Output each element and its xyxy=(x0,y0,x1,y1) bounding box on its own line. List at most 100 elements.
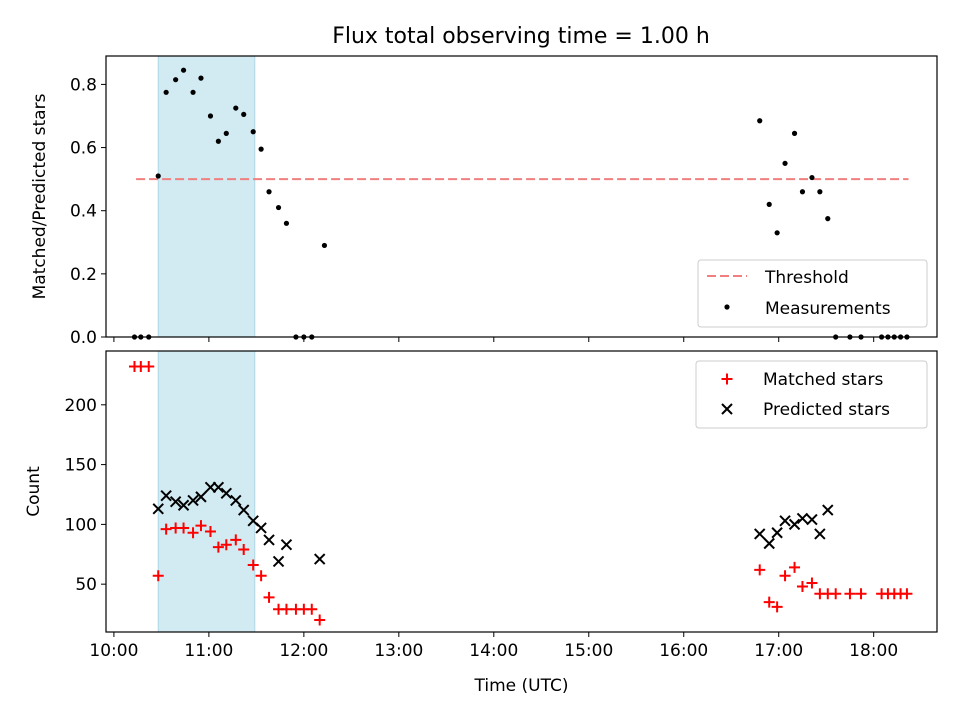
measurement-point xyxy=(207,113,214,119)
predicted-star-point xyxy=(160,489,172,502)
predicted-star-point xyxy=(796,512,809,525)
predicted-star-point xyxy=(806,513,818,526)
y-tick-label: 200 xyxy=(65,396,97,416)
x-tick-label: 15:00 xyxy=(564,641,613,661)
matched-star-point xyxy=(178,522,190,534)
predicted-star-point xyxy=(152,503,164,515)
legend-matched-swatch xyxy=(721,373,733,385)
measurement-point xyxy=(266,189,272,195)
measurement-point xyxy=(215,138,221,144)
predicted-star-point xyxy=(195,491,207,503)
legend-bottom: Matched stars Predicted stars xyxy=(695,360,928,429)
predicted-star-point xyxy=(169,495,182,508)
matched-star-point xyxy=(806,577,818,589)
x-tick-label: 11:00 xyxy=(184,641,233,661)
matched-star-point xyxy=(314,614,326,626)
matched-star-point xyxy=(779,570,791,582)
x-axis-label: Time (UTC) xyxy=(474,676,569,696)
predicted-star-point xyxy=(177,499,190,511)
matched-star-point xyxy=(789,561,801,573)
measurement-point xyxy=(791,130,798,136)
matched-star-point xyxy=(195,520,207,532)
matched-star-point xyxy=(152,570,164,582)
matched-star-point xyxy=(796,581,808,593)
y-tick-label: 0.0 xyxy=(70,328,97,348)
predicted-star-point xyxy=(313,553,326,565)
measurement-point xyxy=(782,160,788,166)
measurement-point xyxy=(757,118,763,124)
predicted-star-point xyxy=(788,518,801,531)
legend-frame xyxy=(695,360,928,429)
predicted-star-point xyxy=(272,555,285,568)
matched-star-point xyxy=(263,591,275,603)
x-tick-label: 12:00 xyxy=(279,641,328,661)
predicted-star-point xyxy=(280,539,293,551)
legend-threshold-label: Threshold xyxy=(764,268,849,288)
x-tick-label: 17:00 xyxy=(754,641,803,661)
measurement-point xyxy=(173,77,179,83)
y-axis-label: Matched/Predicted stars xyxy=(30,93,50,299)
matched-star-point xyxy=(771,601,783,613)
legend-predicted-swatch xyxy=(721,403,733,415)
predicted-star-point xyxy=(263,534,275,546)
matched-star-point xyxy=(220,539,232,551)
measurement-point xyxy=(250,129,256,135)
matched-star-point xyxy=(844,588,856,600)
measurement-point xyxy=(774,230,780,236)
legend-measurements-label: Measurements xyxy=(765,299,891,319)
predicted-star-point xyxy=(754,528,766,540)
legend-frame xyxy=(697,259,928,328)
predicted-star-point xyxy=(230,494,242,507)
matched-star-point xyxy=(255,570,267,582)
matched-star-point xyxy=(160,523,172,535)
matched-star-point xyxy=(855,588,867,600)
y-tick-label: 100 xyxy=(65,515,97,535)
predicted-star-point xyxy=(255,522,267,534)
predicted-star-point xyxy=(763,537,775,550)
y-tick-label: 0.8 xyxy=(70,75,97,95)
legend-measurements-swatch xyxy=(724,304,730,310)
measurement-point xyxy=(809,174,815,181)
measurement-point xyxy=(190,89,196,95)
y-tick-label: 0.2 xyxy=(70,265,97,285)
bottom-panel: 10:00 11:00 12:00 13:00 14:00 15:00 16:00 17:00… xyxy=(24,350,938,696)
measurement-point xyxy=(321,242,328,249)
measurement-point xyxy=(163,89,169,95)
matched-star-point xyxy=(901,588,913,600)
chart-title: Flux total observing time = 1.00 h xyxy=(332,24,710,49)
y-tick-label: 50 xyxy=(75,575,97,595)
measurement-point xyxy=(241,111,247,118)
measurement-point xyxy=(223,130,229,136)
x-tick-label: 14:00 xyxy=(469,641,518,661)
top-panel: 0.0 0.2 0.4 0.6 0.8 Matched/Predicted stars Th… xyxy=(30,55,938,348)
measurement-point xyxy=(155,173,161,179)
predicted-star-point xyxy=(771,527,783,539)
x-tick-label: 18:00 xyxy=(849,641,898,661)
measurement-point xyxy=(766,201,772,207)
matched-star-point xyxy=(230,534,242,546)
predicted-star-point xyxy=(814,528,826,540)
axes-frame-bottom xyxy=(105,350,938,633)
observing-interval-top xyxy=(157,55,256,338)
matched-star-point xyxy=(187,527,199,539)
matched-star-point xyxy=(306,603,318,615)
legend-predicted-label: Predicted stars xyxy=(763,400,890,420)
predicted-star-point xyxy=(220,487,233,500)
matched-star-point xyxy=(280,603,292,615)
matched-star-point xyxy=(830,588,842,600)
y-tick-label: 0.6 xyxy=(70,139,97,159)
matched-star-point xyxy=(212,541,224,553)
matched-star-point xyxy=(763,596,775,608)
y-axis-label: Count xyxy=(24,466,44,517)
measurement-point xyxy=(180,67,187,73)
y-tick-label: 0.4 xyxy=(70,202,97,222)
x-tick-label: 10:00 xyxy=(89,641,138,661)
legend-top: Threshold Measurements xyxy=(697,259,928,328)
matched-star-point xyxy=(204,526,216,538)
predicted-star-point xyxy=(212,481,225,494)
y-tick-label: 150 xyxy=(65,456,97,476)
x-tick-label: 13:00 xyxy=(374,641,423,661)
matched-star-point xyxy=(238,543,250,555)
measurement-point xyxy=(799,189,806,195)
measurement-point xyxy=(825,216,831,222)
